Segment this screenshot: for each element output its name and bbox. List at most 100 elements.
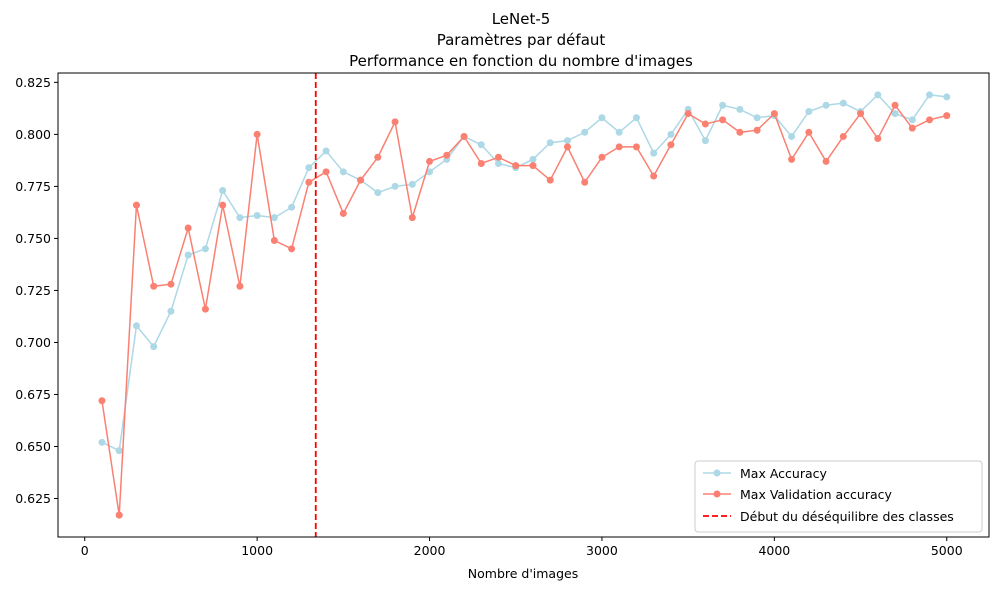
data-point-max-accuracy (788, 132, 796, 140)
data-point-max-accuracy (667, 130, 675, 138)
data-point-max-accuracy (943, 93, 951, 101)
x-tick-label: 5000 (931, 543, 963, 558)
data-point-max-accuracy (305, 164, 313, 172)
x-tick-label: 3000 (586, 543, 618, 558)
data-point-max-accuracy (150, 343, 158, 351)
data-point-max-validation-accuracy (753, 126, 761, 134)
data-point-max-accuracy (563, 137, 571, 145)
data-point-max-validation-accuracy (288, 245, 296, 253)
y-tick-label: 0.650 (15, 439, 51, 454)
data-point-max-accuracy (839, 99, 847, 107)
data-point-max-accuracy (184, 251, 192, 259)
data-point-max-accuracy (529, 155, 537, 163)
data-point-max-accuracy (650, 149, 658, 157)
data-point-max-accuracy (753, 114, 761, 122)
data-point-max-validation-accuracy (357, 176, 365, 184)
data-point-max-accuracy (477, 141, 485, 149)
data-point-max-accuracy (874, 91, 882, 99)
data-point-max-accuracy (253, 212, 261, 220)
data-point-max-accuracy (701, 137, 709, 145)
data-point-max-accuracy (615, 128, 623, 136)
data-point-max-validation-accuracy (443, 151, 451, 159)
data-point-max-validation-accuracy (874, 135, 882, 143)
data-point-max-validation-accuracy (822, 157, 830, 165)
data-point-max-validation-accuracy (788, 155, 796, 163)
data-point-max-accuracy (339, 168, 347, 176)
data-point-max-accuracy (408, 180, 416, 188)
data-point-max-validation-accuracy (374, 153, 382, 161)
axes-frame (57, 72, 990, 538)
data-point-max-accuracy (805, 107, 813, 115)
y-tick-label: 0.825 (15, 75, 51, 90)
legend-label-imbalance-line: Début du déséquilibre des classes (740, 509, 954, 524)
data-point-max-validation-accuracy (132, 201, 140, 209)
y-tick-label: 0.625 (15, 491, 51, 506)
data-point-max-validation-accuracy (632, 143, 640, 151)
data-point-max-accuracy (632, 114, 640, 122)
y-tick-label: 0.750 (15, 231, 51, 246)
data-point-max-validation-accuracy (908, 124, 916, 132)
data-point-max-validation-accuracy (701, 120, 709, 128)
data-point-max-validation-accuracy (460, 132, 468, 140)
data-point-max-accuracy (270, 214, 278, 222)
y-tick-label: 0.700 (15, 335, 51, 350)
data-point-max-validation-accuracy (667, 141, 675, 149)
data-point-max-validation-accuracy (408, 214, 416, 222)
data-point-max-accuracy (581, 128, 589, 136)
data-point-max-accuracy (219, 187, 227, 195)
data-point-max-accuracy (98, 438, 106, 446)
legend-label-max-accuracy: Max Accuracy (740, 466, 827, 481)
data-point-max-accuracy (288, 203, 296, 211)
data-point-max-validation-accuracy (305, 178, 313, 186)
data-point-max-accuracy (891, 110, 899, 118)
data-point-max-accuracy (236, 214, 244, 222)
data-point-max-validation-accuracy (253, 130, 261, 138)
data-point-max-accuracy (391, 182, 399, 190)
data-point-max-accuracy (132, 322, 140, 330)
data-point-max-validation-accuracy (563, 143, 571, 151)
data-point-max-validation-accuracy (839, 132, 847, 140)
data-point-max-validation-accuracy (219, 201, 227, 209)
legend: Max Accuracy Max Validation accuracy Déb… (694, 460, 983, 533)
data-point-max-validation-accuracy (943, 112, 951, 120)
data-point-max-validation-accuracy (167, 280, 175, 288)
y-tick-label: 0.800 (15, 127, 51, 142)
data-point-max-accuracy (908, 116, 916, 124)
data-point-max-validation-accuracy (339, 209, 347, 217)
data-point-max-validation-accuracy (115, 511, 123, 519)
chart-title-line-2: Paramètres par défaut (437, 31, 606, 49)
data-point-max-validation-accuracy (546, 176, 554, 184)
data-point-max-validation-accuracy (736, 128, 744, 136)
data-point-max-validation-accuracy (426, 157, 434, 165)
data-point-max-validation-accuracy (719, 116, 727, 124)
x-tick-label: 4000 (758, 543, 790, 558)
data-point-max-accuracy (374, 189, 382, 197)
data-point-max-validation-accuracy (322, 168, 330, 176)
x-tick-label: 1000 (241, 543, 273, 558)
plot-area (98, 73, 951, 537)
axes: 0 1000 2000 3000 4000 5000 0.625 0.650 0.675 0.70… (15, 72, 990, 558)
y-tick-label: 0.725 (15, 283, 51, 298)
data-point-max-validation-accuracy (150, 282, 158, 290)
data-point-max-validation-accuracy (477, 160, 485, 168)
data-point-max-accuracy (167, 307, 175, 315)
data-point-max-validation-accuracy (650, 172, 658, 180)
chart-title-line-1: LeNet-5 (492, 10, 551, 28)
data-point-max-accuracy (322, 147, 330, 155)
legend-dot-max-validation-accuracy (713, 490, 721, 498)
data-point-max-validation-accuracy (926, 116, 934, 124)
data-point-max-accuracy (546, 139, 554, 147)
data-point-max-accuracy (495, 160, 502, 168)
data-point-max-accuracy (201, 245, 209, 253)
data-point-max-validation-accuracy (201, 305, 209, 313)
data-point-max-validation-accuracy (770, 110, 778, 118)
data-point-max-accuracy (736, 105, 744, 113)
y-tick-label: 0.775 (15, 179, 51, 194)
legend-dot-max-accuracy (713, 469, 721, 477)
legend-box (694, 460, 983, 533)
legend-label-max-validation-accuracy: Max Validation accuracy (740, 487, 893, 502)
data-point-max-validation-accuracy (805, 128, 813, 136)
data-point-max-validation-accuracy (236, 282, 244, 290)
data-point-max-accuracy (719, 101, 727, 109)
data-point-max-validation-accuracy (857, 110, 865, 118)
